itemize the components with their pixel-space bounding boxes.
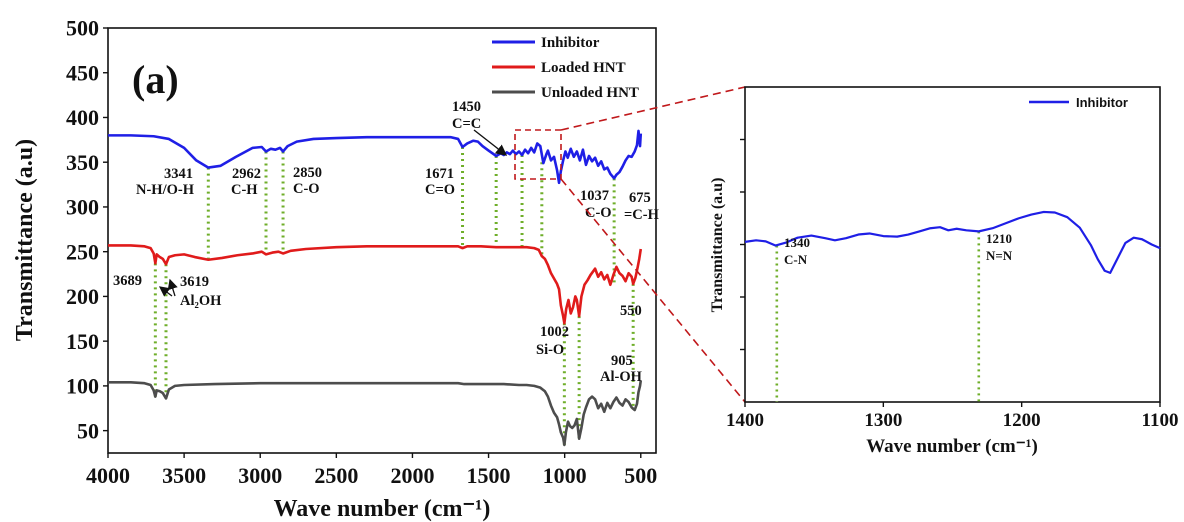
inset-legend-label-inhibitor: Inhibitor: [1076, 95, 1128, 110]
annotation-si-o: Si-O: [536, 342, 564, 358]
annotation-arrow-3619: [167, 278, 178, 297]
y-tick-label-200: 200: [66, 284, 99, 309]
inset-annotation-1210: 1210: [986, 231, 1012, 246]
main-annotations: 3341 N-H/O-H 2962 C-H 2850 C-O 1450 C=C …: [113, 99, 660, 385]
x-tick-label-2000: 2000: [390, 463, 434, 488]
annotation-c-h: C-H: [231, 182, 258, 198]
y-tick-label-500: 500: [66, 16, 99, 41]
inset-annotations: 1340 C-N 1210 N=N: [784, 231, 1013, 267]
annotation-n-h-o-h: N-H/O-H: [136, 182, 195, 198]
x-tick-label-3500: 3500: [162, 463, 206, 488]
x-tick-label-1300: 1300: [864, 410, 902, 431]
annotation-675: 675: [629, 190, 651, 206]
main-series-group: [108, 129, 643, 447]
zoom-region-box: [514, 129, 562, 180]
inset-annotation-1340: 1340: [784, 235, 810, 250]
annotation-arrow-3689: [158, 286, 173, 297]
main-y-ticks: 50 100 150 200 250 300 350 400 450 500: [66, 16, 108, 443]
x-tick-label-1400: 1400: [726, 410, 764, 431]
inset-marker-lines: [775, 231, 981, 402]
inset-y-axis-title: Transmittance (a.u): [709, 178, 726, 313]
annotation-1002: 1002: [540, 324, 569, 340]
series-line-inhibitor: [108, 129, 643, 185]
annotation-1450: 1450: [452, 99, 481, 115]
zoom-connector-top: [560, 86, 746, 131]
main-marker-lines: [153, 147, 635, 445]
annotation-c-h-675: =C-H: [624, 207, 660, 223]
y-tick-label-50: 50: [77, 418, 99, 443]
y-tick-label-450: 450: [66, 60, 99, 85]
main-chart: 4000 3500 3000 2500 2000 1500 1000 500 50 100 150…: [12, 16, 660, 522]
y-tick-label-100: 100: [66, 374, 99, 399]
y-tick-label-350: 350: [66, 150, 99, 175]
y-tick-label-150: 150: [66, 329, 99, 354]
inset-annotation-n-n: N=N: [986, 248, 1013, 263]
main-x-axis-title: Wave number (cm⁻¹): [274, 496, 491, 522]
series-line-unloaded-hnt: [108, 380, 643, 447]
annotation-3689: 3689: [113, 273, 142, 289]
x-tick-label-2500: 2500: [314, 463, 358, 488]
annotation-3619: 3619: [180, 274, 209, 290]
main-y-axis-title: Transmittance (a.u): [12, 139, 38, 341]
legend-label-unloaded-hnt: Unloaded HNT: [541, 85, 639, 101]
annotation-3341: 3341: [164, 166, 193, 182]
legend-label-inhibitor: Inhibitor: [541, 35, 600, 51]
main-legend: Inhibitor Loaded HNT Unloaded HNT: [492, 35, 639, 101]
x-tick-label-1500: 1500: [467, 463, 511, 488]
inset-annotation-c-n: C-N: [784, 252, 808, 267]
legend-label-loaded-hnt: Loaded HNT: [541, 60, 626, 76]
x-tick-label-500: 500: [624, 463, 657, 488]
series-line-loaded-hnt: [108, 244, 643, 325]
inset-x-axis-title: Wave number (cm⁻¹): [866, 436, 1038, 457]
inset-x-ticks: 1400 1300 1200 1100: [726, 402, 1178, 431]
annotation-1671: 1671: [425, 166, 454, 182]
main-x-ticks: 4000 3500 3000 2500 2000 1500 1000 500: [86, 453, 657, 488]
x-tick-label-4000: 4000: [86, 463, 130, 488]
x-tick-label-3000: 3000: [238, 463, 282, 488]
inset-series-group: [744, 210, 1161, 274]
x-tick-label-1200: 1200: [1003, 410, 1041, 431]
annotation-arrow-1450: [473, 129, 508, 156]
annotation-550: 550: [620, 303, 642, 319]
annotation-c-o-1671: C=O: [425, 182, 455, 198]
annotation-c-o-1037: C-O: [585, 205, 612, 221]
annotation-c-c: C=C: [452, 116, 481, 132]
inset-y-ticks: [740, 138, 745, 351]
inset-chart: 1400 1300 1200 1100 Inhibitor 1340 C-N 1210…: [709, 86, 1178, 457]
zoom-connector-bottom: [560, 178, 746, 403]
annotation-2962: 2962: [232, 166, 261, 182]
annotation-2850: 2850: [293, 165, 322, 181]
y-tick-label-300: 300: [66, 195, 99, 220]
annotation-al2oh: Al₂OH: [180, 293, 222, 309]
panel-label: (a): [132, 57, 179, 102]
y-tick-label-250: 250: [66, 239, 99, 264]
x-tick-label-1100: 1100: [1142, 410, 1179, 431]
main-plot-frame: [107, 27, 657, 454]
annotation-c-o-2850: C-O: [293, 181, 320, 197]
inset-legend: Inhibitor: [1029, 95, 1128, 110]
y-tick-label-400: 400: [66, 105, 99, 130]
annotation-al-oh: Al-OH: [600, 369, 643, 385]
x-tick-label-1000: 1000: [543, 463, 587, 488]
annotation-905: 905: [611, 353, 633, 369]
annotation-1037: 1037: [580, 188, 609, 204]
series-line-inhibitor: [744, 210, 1161, 274]
